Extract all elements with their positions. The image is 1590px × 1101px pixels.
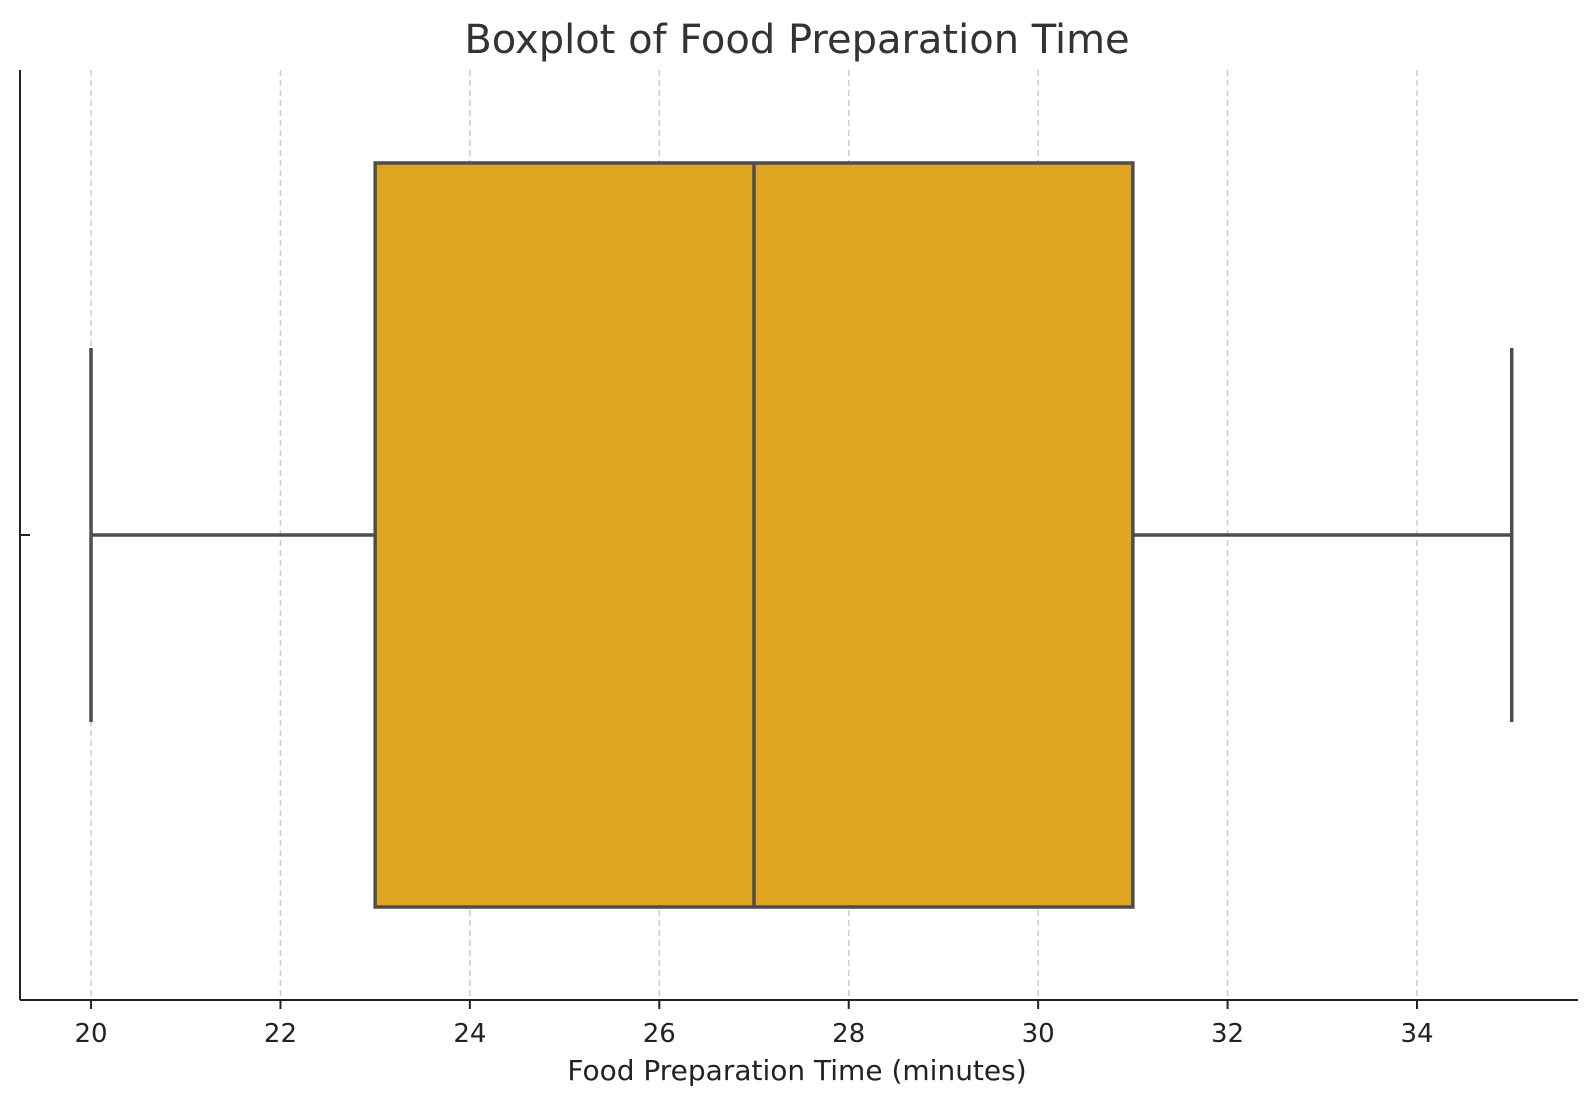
x-tick-label: 32	[1211, 1019, 1244, 1049]
chart-title: Boxplot of Food Preparation Time	[464, 17, 1129, 63]
x-tick-label: 24	[453, 1019, 486, 1049]
x-tick-label: 20	[74, 1019, 107, 1049]
x-tick-label: 22	[264, 1019, 297, 1049]
x-tick-label: 34	[1400, 1019, 1433, 1049]
x-axis-label: Food Preparation Time (minutes)	[567, 1054, 1026, 1087]
x-tick-label: 30	[1022, 1019, 1055, 1049]
x-tick-label: 28	[832, 1019, 865, 1049]
x-ticks: 20 22 24 26 28 30 32 34	[74, 1000, 1434, 1049]
x-tick-label: 26	[643, 1019, 676, 1049]
box-layer	[89, 161, 1514, 909]
